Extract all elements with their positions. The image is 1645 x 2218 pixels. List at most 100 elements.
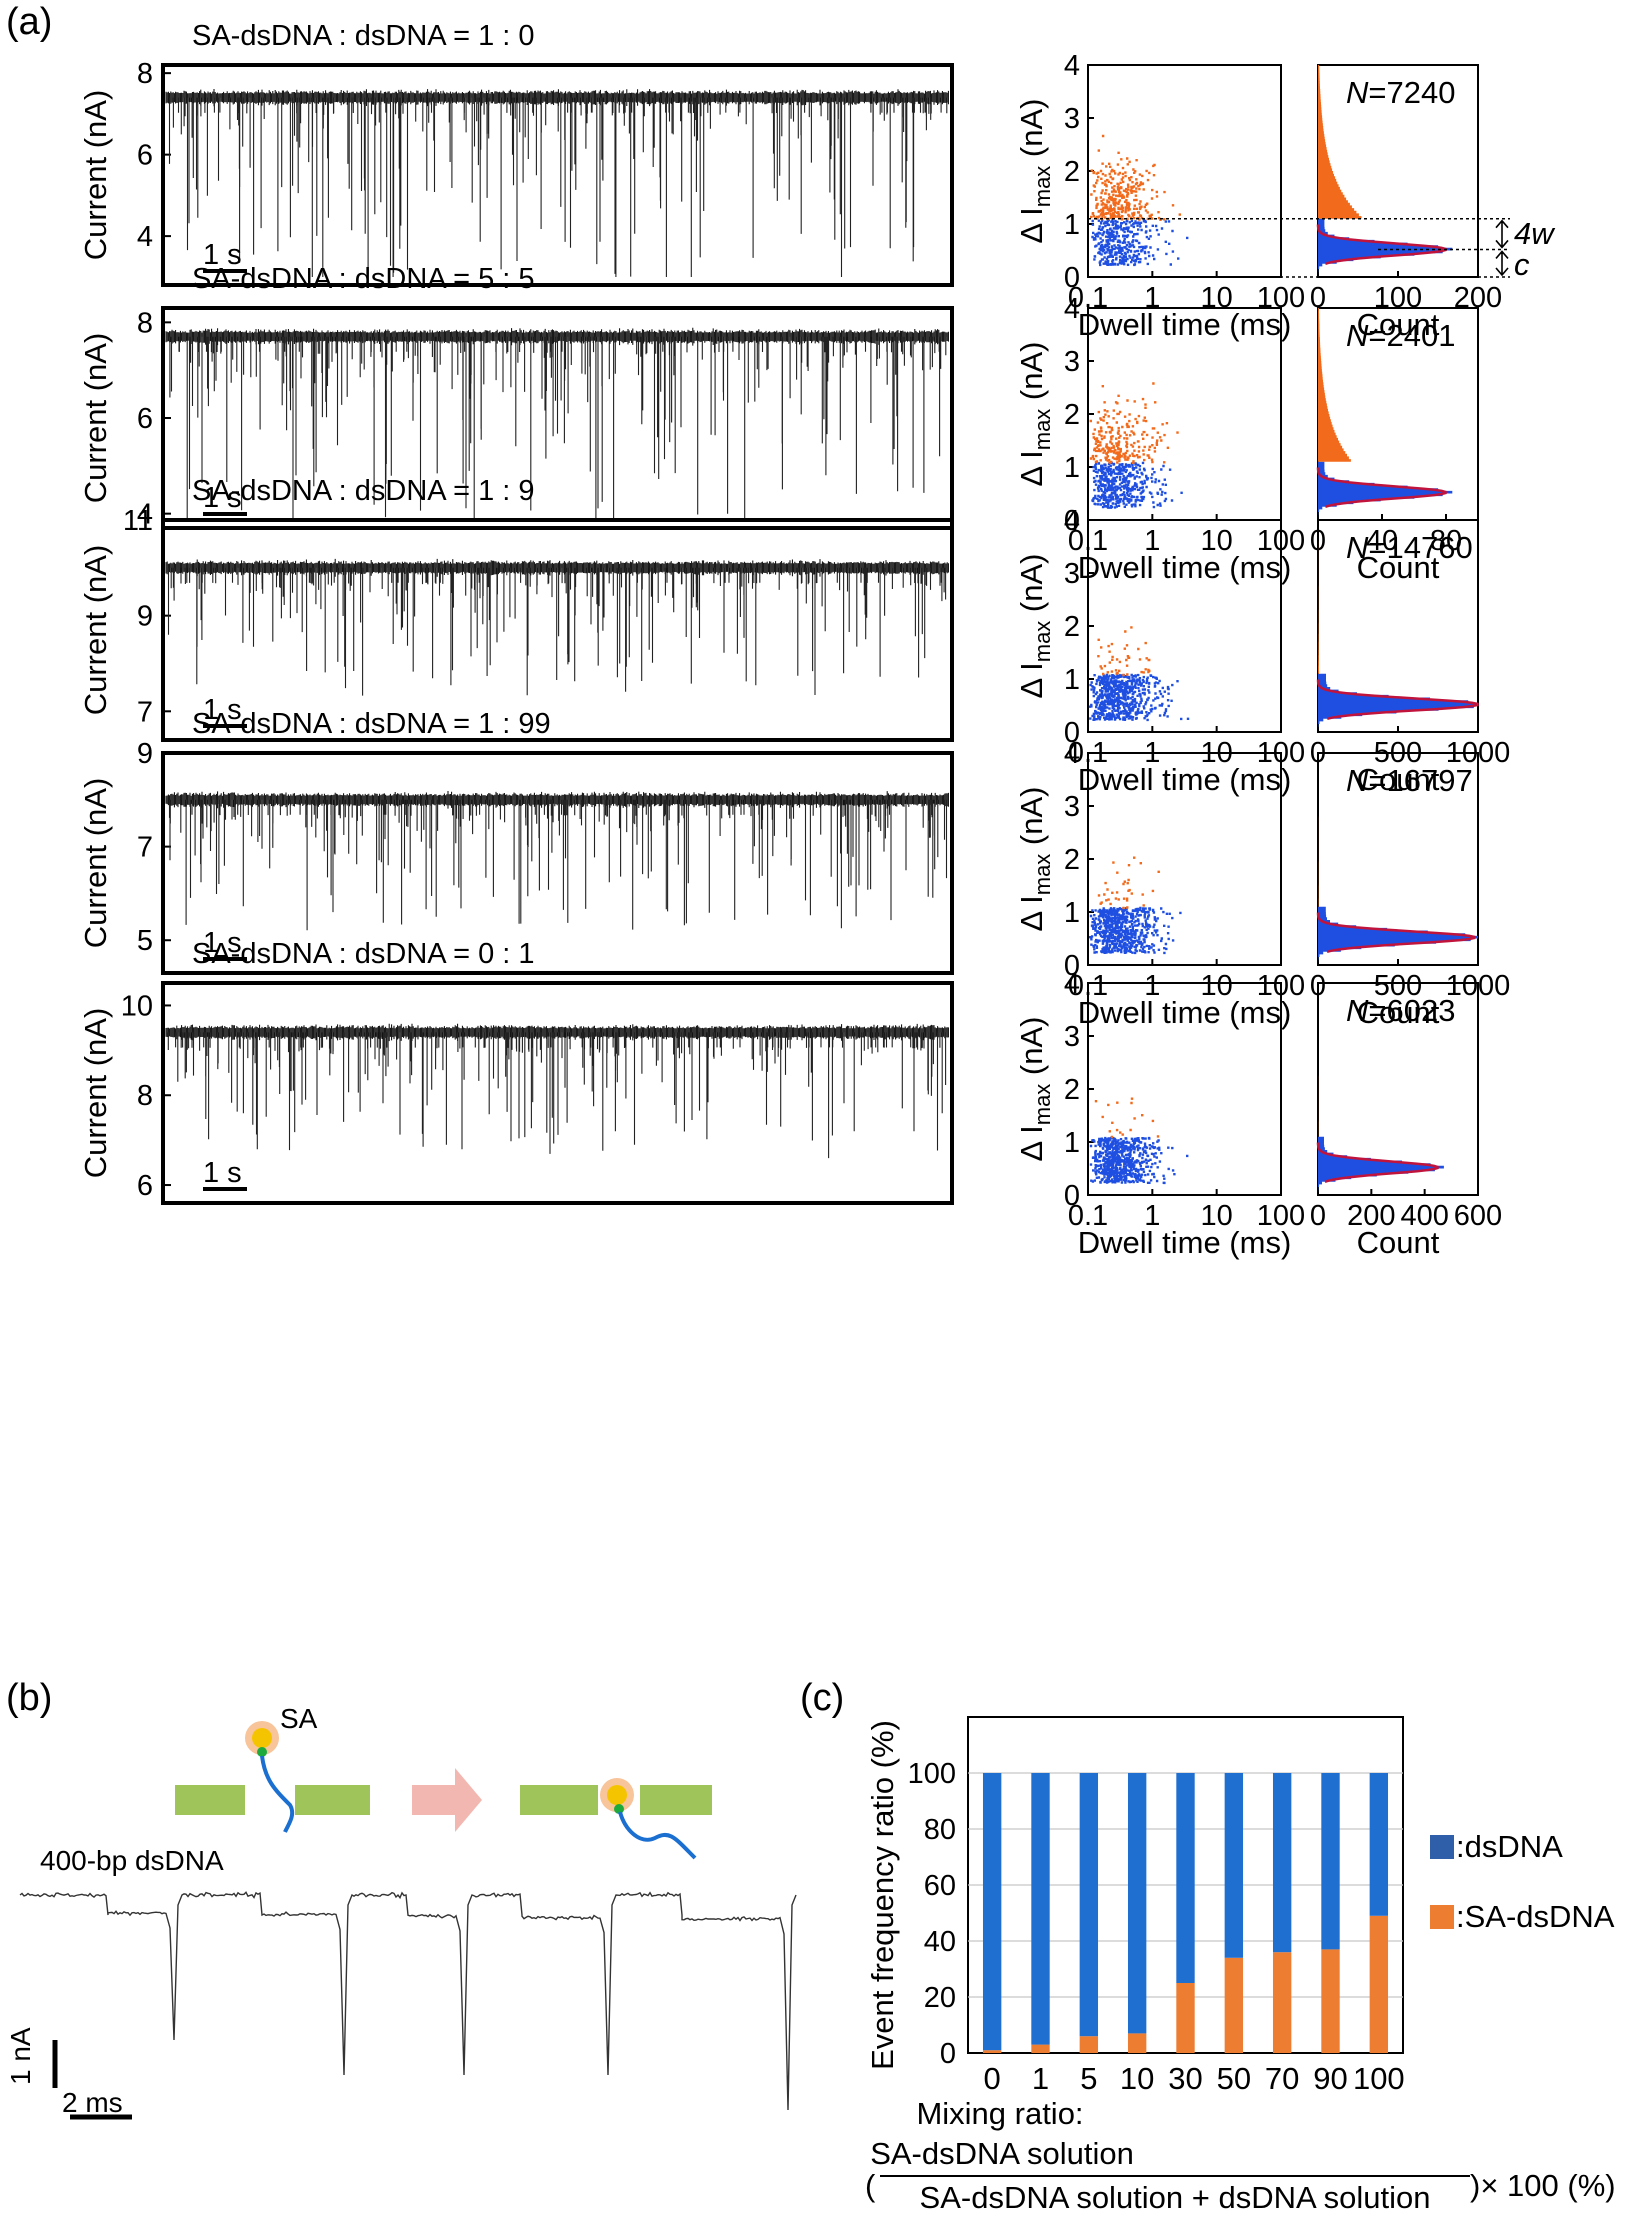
scatter-ylabel-suffix: (nA): [1014, 99, 1049, 166]
trace-ytick-label: 6: [137, 1170, 153, 1202]
membrane-block-left-1: [175, 1785, 245, 1815]
bar-dsdna-5: [1079, 1773, 1099, 2037]
hist-dsdna-bars: [1318, 906, 1478, 965]
bar-sa-dsdna-10: [1127, 2033, 1147, 2053]
scatter-xtick-label: 0.1: [1068, 1200, 1108, 1232]
event-traces: [19, 1891, 797, 2111]
xtick-label: 50: [1217, 2061, 1251, 2096]
trace-ylabel: Current (nA): [78, 545, 113, 716]
trace-events: [168, 799, 948, 931]
scatter-ylabel-suffix: (nA): [1014, 787, 1049, 854]
xlabel-paren-open: (: [865, 2168, 876, 2203]
trace-title: SA-dsDNA : dsDNA = 1 : 0: [192, 20, 535, 52]
scale-time-label: 2 ms: [62, 2087, 123, 2118]
trace-events: [169, 336, 947, 520]
hist-fit-curve: [1316, 1142, 1439, 1183]
scatter-ytick-label: 0: [1064, 717, 1080, 749]
legend-swatch-0: [1430, 1835, 1454, 1859]
scatter-ylabel-sub: max: [1030, 166, 1055, 208]
dsdna-strand-trapped-icon: [618, 1811, 697, 1860]
scatter-ylabel: Δ Imax (nA): [1014, 342, 1055, 487]
panel-b: SA 400-bp dsDNA 1 nA 2 ms: [5, 1703, 797, 2120]
xtick-label: 0: [984, 2061, 1001, 2096]
trace-events: [168, 97, 948, 277]
scatter-ytick-label: 3: [1064, 791, 1080, 823]
scatter-ytick-label: 2: [1064, 156, 1080, 188]
scatter-xtick-label: 100: [1257, 1200, 1305, 1232]
scatter-sa-dsdna-points: [1089, 382, 1179, 464]
trace-ytick-label: 11: [123, 505, 153, 537]
hist-xlabel: Count: [1357, 307, 1440, 342]
event-count-value: =14760: [1368, 530, 1472, 565]
scatter-ylabel-suffix: (nA): [1014, 1017, 1049, 1084]
hist-xtick-label: 0: [1310, 1200, 1326, 1232]
event-count-label: N=7240: [1346, 75, 1455, 110]
scatter-ylabel-prefix: Δ I: [1014, 1125, 1049, 1161]
scatter-ylabel-sub: max: [1030, 854, 1055, 896]
event-count-label: N=6023: [1346, 993, 1455, 1028]
membrane-block-left-2: [295, 1785, 370, 1815]
trace-frame: [161, 751, 954, 975]
scatter-ylabel-sub: max: [1030, 621, 1055, 663]
ytick-label: 40: [924, 1926, 956, 1958]
scatter-ytick-label: 0: [1064, 262, 1080, 294]
xtick-label: 5: [1080, 2061, 1097, 2096]
scatter-xlabel: Dwell time (ms): [1078, 762, 1292, 797]
center-arrow-icon: [1495, 250, 1509, 277]
hist-xtick-label: 80: [1430, 525, 1462, 557]
scatter-ytick-label: 0: [1064, 505, 1080, 537]
scatter-dsdna-points: [1089, 906, 1182, 955]
trace-baseline: [165, 327, 949, 346]
bar-dsdna-10: [1127, 1773, 1147, 2034]
hist-fit-curve: [1316, 467, 1447, 508]
scatter-sa-dsdna-points: [1094, 1097, 1160, 1139]
bar-sa-dsdna-5: [1079, 2036, 1099, 2053]
annotation-4w: 4w: [1514, 216, 1556, 251]
xtick-label: 1: [1032, 2061, 1049, 2096]
legend-swatch-1: [1430, 1905, 1454, 1929]
trace-baseline: [165, 1023, 949, 1042]
trace-events: [167, 567, 947, 696]
xtick-label: 90: [1313, 2061, 1347, 2096]
bar-dsdna-0: [982, 1773, 1002, 2051]
scatter-ytick-label: 1: [1064, 209, 1080, 241]
event-count-symbol: N: [1346, 530, 1369, 565]
bar-dsdna-90: [1321, 1773, 1340, 1950]
hist-xlabel: Count: [1357, 995, 1440, 1030]
trace-ytick-label: 8: [137, 58, 153, 90]
scatter-ytick-label: 2: [1064, 611, 1080, 643]
chart-xlabel: Mixing ratio:: [916, 2096, 1083, 2131]
scatter-ylabel: Δ Imax (nA): [1014, 1017, 1055, 1162]
ytick-label: 80: [924, 1814, 956, 1846]
panel-label-a: (a): [6, 1, 52, 43]
bar-sa-dsdna-100: [1369, 1915, 1389, 2053]
scatter-ytick-label: 0: [1064, 950, 1080, 982]
xtick-label: 70: [1265, 2061, 1299, 2096]
scatter-ytick-label: 3: [1064, 1021, 1080, 1053]
scatter-ytick-label: 4: [1064, 293, 1080, 325]
scatter-xtick-label: 1: [1144, 1200, 1160, 1232]
xtick-label: 10: [1120, 2061, 1154, 2096]
scatter-ytick-label: 4: [1064, 968, 1080, 1000]
bar-dsdna-50: [1224, 1773, 1244, 1958]
scatter-ylabel: Δ Imax (nA): [1014, 554, 1055, 699]
event-count-label: N=16797: [1346, 763, 1473, 798]
scatter-ytick-label: 4: [1064, 505, 1080, 537]
bar-sa-dsdna-0: [982, 2050, 1002, 2053]
legend-label-0: :dsDNA: [1456, 1829, 1563, 1864]
transition-arrow-icon: [412, 1768, 482, 1832]
scatter-ytick-label: 1: [1064, 1127, 1080, 1159]
xlabel-suffix: )× 100 (%): [1470, 2168, 1616, 2203]
bar-sa-dsdna-70: [1272, 1952, 1292, 2053]
xtick-label: 30: [1168, 2061, 1202, 2096]
trace-ytick-label: 9: [137, 601, 153, 633]
hist-sa-dsdna-bars: [1318, 520, 1320, 674]
scatter-sa-dsdna-points: [1097, 626, 1151, 677]
hist-sa-dsdna-bars: [1318, 308, 1351, 462]
bar-dsdna-70: [1272, 1773, 1292, 1953]
hist-fit-curve: [1316, 679, 1479, 721]
trace-ytick-label: 8: [137, 307, 153, 339]
trace-ytick-label: 7: [137, 832, 153, 864]
bar-dsdna-100: [1369, 1773, 1389, 1916]
time-scale-label: 1 s: [203, 927, 242, 959]
